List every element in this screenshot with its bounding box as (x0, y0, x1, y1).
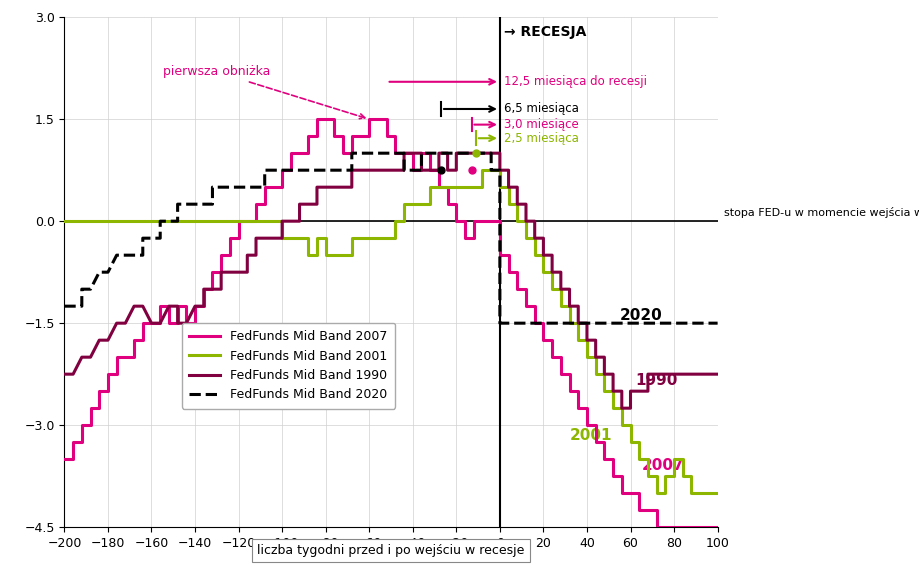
FedFunds Mid Band 2001 (511, 201, 522, 207)
Text: 1990: 1990 (634, 374, 676, 388)
FedFunds Mid Band 2020 (337, 167, 348, 174)
Line: FedFunds Mid Band 2020: FedFunds Mid Band 2020 (64, 153, 717, 323)
FedFunds Mid Band 2007 (607, 456, 618, 462)
FedFunds Mid Band 1990 (407, 150, 418, 156)
FedFunds Mid Band 2007 (651, 524, 662, 531)
FedFunds Mid Band 2020 (277, 167, 288, 174)
FedFunds Mid Band 1990 (233, 269, 244, 276)
FedFunds Mid Band 2007 (563, 371, 574, 378)
FedFunds Mid Band 1990 (555, 269, 566, 276)
FedFunds Mid Band 1990 (277, 235, 288, 242)
FedFunds Mid Band 1990 (425, 167, 436, 174)
Text: 2,5 miesiąca: 2,5 miesiąca (504, 132, 578, 145)
FedFunds Mid Band 2020 (459, 150, 470, 156)
Text: 2007: 2007 (641, 458, 683, 473)
Text: 2001: 2001 (569, 428, 611, 443)
FedFunds Mid Band 2007 (59, 456, 70, 462)
FedFunds Mid Band 2007 (711, 524, 722, 531)
FedFunds Mid Band 1990 (398, 150, 409, 156)
FedFunds Mid Band 2001 (711, 490, 722, 497)
Line: FedFunds Mid Band 2007: FedFunds Mid Band 2007 (64, 119, 717, 527)
FedFunds Mid Band 2020 (154, 235, 165, 242)
FedFunds Mid Band 2007 (312, 116, 323, 123)
FedFunds Mid Band 2020 (172, 201, 183, 207)
Text: 3,0 miesiące: 3,0 miesiące (504, 118, 578, 131)
Text: 2020: 2020 (619, 308, 662, 323)
FedFunds Mid Band 2020 (346, 150, 357, 156)
FedFunds Mid Band 2007 (546, 354, 557, 360)
Line: FedFunds Mid Band 1990: FedFunds Mid Band 1990 (64, 153, 717, 408)
Text: 12,5 miesiąca do recesji: 12,5 miesiąca do recesji (504, 75, 647, 88)
Text: → RECESJA: → RECESJA (504, 25, 586, 40)
FedFunds Mid Band 2001 (476, 167, 487, 174)
FedFunds Mid Band 2020 (102, 269, 113, 276)
Text: stopa FED-u w momencie wejścia w recesję: stopa FED-u w momencie wejścia w recesję (723, 207, 919, 218)
FedFunds Mid Band 1990 (711, 371, 722, 378)
FedFunds Mid Band 1990 (616, 405, 627, 411)
FedFunds Mid Band 2001 (616, 422, 627, 429)
FedFunds Mid Band 1990 (250, 252, 261, 258)
Text: pierwsza obniżka: pierwsza obniżka (163, 65, 365, 119)
FedFunds Mid Band 2007 (433, 167, 444, 174)
Line: FedFunds Mid Band 2001: FedFunds Mid Band 2001 (64, 170, 717, 493)
Text: liczba tygodni przed i po wejściu w recesje: liczba tygodni przed i po wejściu w rece… (257, 544, 524, 558)
FedFunds Mid Band 2020 (494, 320, 505, 327)
Legend: FedFunds Mid Band 2007, FedFunds Mid Band 2001, FedFunds Mid Band 1990, FedFunds: FedFunds Mid Band 2007, FedFunds Mid Ban… (181, 323, 395, 409)
FedFunds Mid Band 2001 (59, 218, 70, 225)
FedFunds Mid Band 2001 (624, 439, 635, 446)
FedFunds Mid Band 2001 (398, 201, 409, 207)
FedFunds Mid Band 1990 (59, 371, 70, 378)
FedFunds Mid Band 2020 (711, 320, 722, 327)
FedFunds Mid Band 2007 (459, 235, 470, 242)
Text: 6,5 miesiąca: 6,5 miesiąca (504, 103, 578, 116)
FedFunds Mid Band 2007 (259, 201, 270, 207)
FedFunds Mid Band 2001 (407, 201, 418, 207)
FedFunds Mid Band 2001 (390, 235, 401, 242)
FedFunds Mid Band 2020 (59, 303, 70, 309)
FedFunds Mid Band 2001 (651, 490, 662, 497)
